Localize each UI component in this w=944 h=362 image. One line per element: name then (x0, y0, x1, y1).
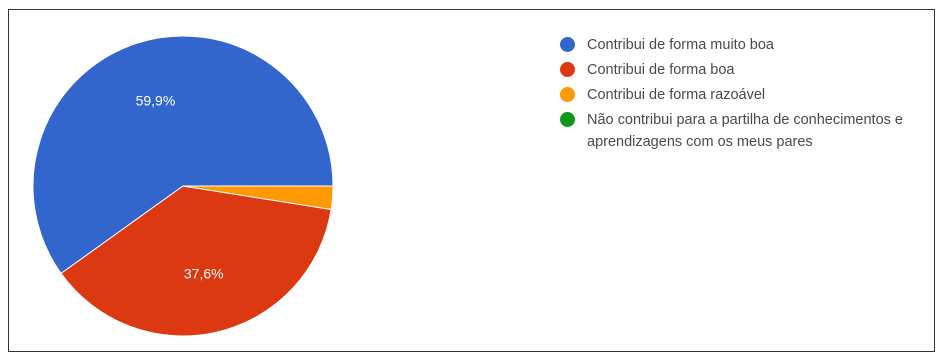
legend-swatch-nao-contribui (560, 112, 575, 127)
pie-slice-muito-boa[interactable] (32, 35, 334, 275)
legend-swatch-boa (560, 62, 575, 77)
legend-swatch-muito-boa (560, 37, 575, 52)
legend-item-razoavel[interactable]: Contribui de forma razoável (560, 84, 930, 106)
pie-label-muito-boa: 59,9% (136, 92, 176, 108)
legend-item-boa[interactable]: Contribui de forma boa (560, 59, 930, 81)
legend: Contribui de forma muito boa Contribui d… (560, 34, 930, 156)
pie-label-boa: 37,6% (184, 266, 224, 282)
legend-item-nao-contribui[interactable]: Não contribui para a partilha de conheci… (560, 109, 930, 153)
pie-slice-boa[interactable] (60, 185, 332, 337)
legend-label-razoavel: Contribui de forma razoável (587, 87, 766, 103)
legend-swatch-razoavel (560, 87, 575, 102)
legend-label-nao-contribui: Não contribui para a partilha de conheci… (587, 112, 903, 150)
legend-label-boa: Contribui de forma boa (587, 62, 735, 78)
legend-item-muito-boa[interactable]: Contribui de forma muito boa (560, 34, 930, 56)
pie-slice-razoavel[interactable] (182, 185, 334, 211)
legend-label-muito-boa: Contribui de forma muito boa (587, 37, 774, 53)
